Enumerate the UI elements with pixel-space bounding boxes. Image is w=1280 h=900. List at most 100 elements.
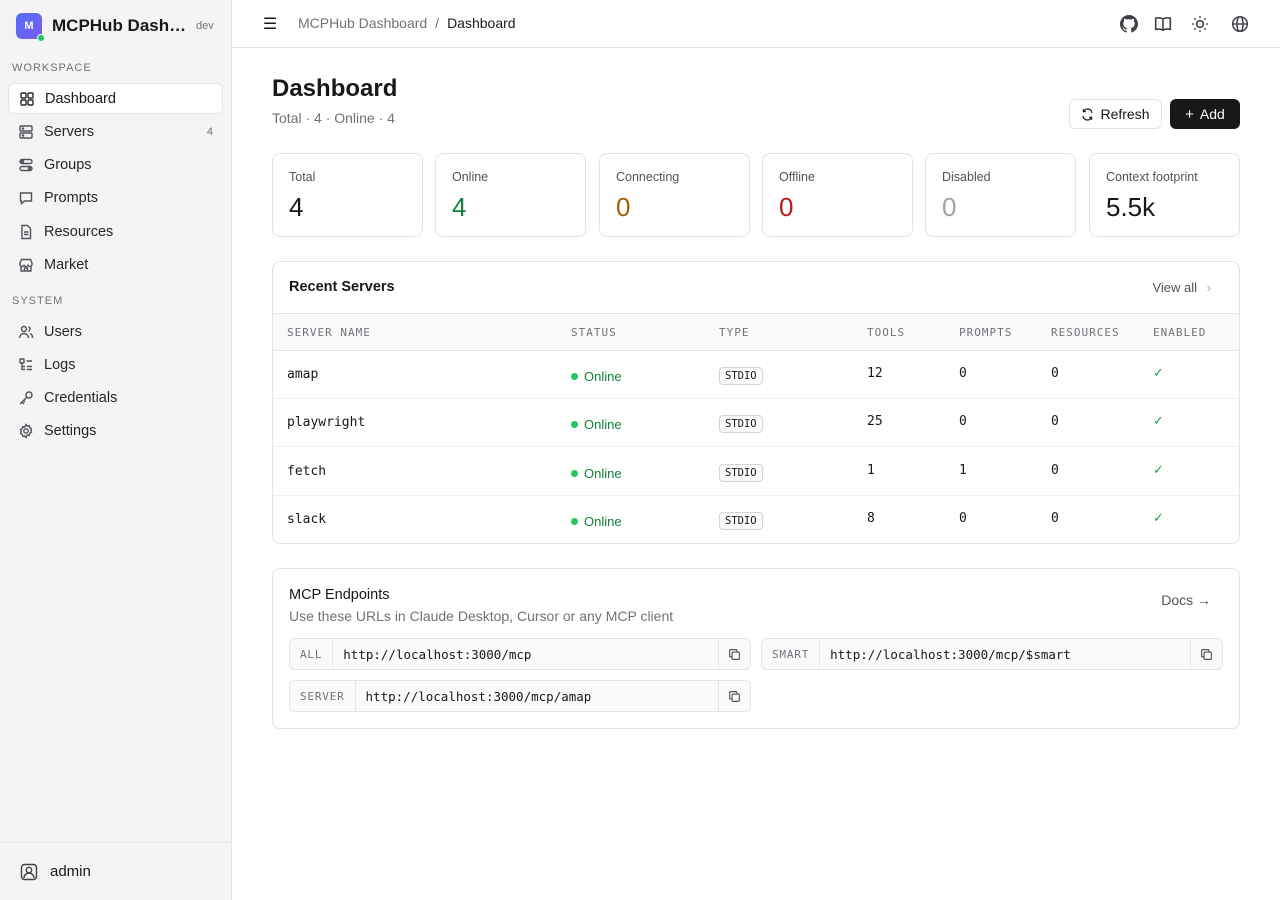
column-header[interactable]: TOOLS xyxy=(867,326,906,339)
status-dot xyxy=(571,470,578,477)
language-globe-icon[interactable] xyxy=(1230,14,1250,34)
sidebar-item-prompts[interactable]: Prompts xyxy=(8,182,223,213)
sidebar-item-resources[interactable]: Resources xyxy=(8,216,223,247)
chevron-right-icon: › xyxy=(1206,280,1211,295)
menu-toggle-icon[interactable]: ☰ xyxy=(262,16,278,33)
column-header[interactable]: RESOURCES xyxy=(1051,326,1120,339)
enabled-check-icon: ✓ xyxy=(1153,365,1164,380)
stat-value: 0 xyxy=(942,192,957,222)
online-dot xyxy=(37,34,45,42)
sidebar-item-users[interactable]: Users xyxy=(8,316,223,347)
type-tag: STDIO xyxy=(719,464,763,482)
add-label: Add xyxy=(1199,106,1225,122)
docs-link[interactable]: Docs → xyxy=(1161,592,1211,608)
recent-servers-title: Recent Servers xyxy=(289,279,395,295)
table-header: SERVER NAME STATUS TYPE TOOLS PROMPTS RE… xyxy=(273,313,1239,351)
endpoint-key: SMART xyxy=(762,639,821,669)
gear-icon xyxy=(19,422,33,439)
stat-label: Connecting xyxy=(616,170,680,184)
sidebar-item-groups[interactable]: Groups xyxy=(8,149,223,180)
sidebar-item-servers[interactable]: Servers 4 xyxy=(8,116,223,147)
sidebar-item-market[interactable]: Market xyxy=(8,249,223,280)
refresh-button[interactable]: Refresh xyxy=(1069,99,1162,129)
column-header[interactable]: STATUS xyxy=(571,326,617,339)
stat-label: Disabled xyxy=(942,170,991,184)
type-tag: STDIO xyxy=(719,415,763,433)
endpoint-server: SERVER http://localhost:3000/mcp/amap xyxy=(289,680,751,712)
type-tag: STDIO xyxy=(719,512,763,530)
resources-count: 0 xyxy=(1051,463,1059,478)
server-name[interactable]: amap xyxy=(287,367,319,382)
tools-count: 12 xyxy=(867,366,883,381)
sidebar-item-credentials[interactable]: Credentials xyxy=(8,382,223,413)
add-button[interactable]: + Add xyxy=(1170,99,1240,129)
view-all-label: View all xyxy=(1152,280,1198,295)
table-row[interactable]: playwright Online STDIO 25 0 0 ✓ xyxy=(273,399,1239,447)
recent-servers-card: Recent Servers View all › SERVER NAME ST… xyxy=(272,261,1240,544)
user-menu[interactable]: admin xyxy=(0,842,231,900)
column-header[interactable]: TYPE xyxy=(719,326,750,339)
sidebar-item-label: Settings xyxy=(44,422,97,439)
stat-label: Offline xyxy=(779,170,815,184)
resources-count: 0 xyxy=(1051,511,1059,526)
sidebar-item-label: Servers xyxy=(44,123,94,140)
table-row[interactable]: slack Online STDIO 8 0 0 ✓ xyxy=(273,496,1239,544)
server-name[interactable]: playwright xyxy=(287,415,366,430)
theme-sun-icon[interactable] xyxy=(1190,14,1210,34)
servers-count: 4 xyxy=(206,125,213,138)
enabled-check-icon: ✓ xyxy=(1153,462,1164,477)
endpoint-url[interactable]: http://localhost:3000/mcp/$smart xyxy=(820,639,1190,669)
sidebar-item-label: Logs xyxy=(44,356,76,373)
view-all-link[interactable]: View all › xyxy=(1152,280,1211,295)
column-header[interactable]: PROMPTS xyxy=(959,326,1013,339)
username: admin xyxy=(50,863,91,880)
endpoint-key: ALL xyxy=(290,639,334,669)
github-icon[interactable] xyxy=(1119,14,1139,34)
endpoint-smart: SMART http://localhost:3000/mcp/$smart xyxy=(761,638,1223,670)
endpoint-url[interactable]: http://localhost:3000/mcp xyxy=(333,639,718,669)
status-dot xyxy=(571,518,578,525)
sidebar-item-settings[interactable]: Settings xyxy=(8,415,223,446)
stat-value: 4 xyxy=(289,192,304,222)
server-name[interactable]: fetch xyxy=(287,464,327,479)
section-label-system: SYSTEM xyxy=(12,295,64,307)
stat-value: 0 xyxy=(779,192,794,222)
brand[interactable]: M MCPHub Dashboard dev xyxy=(16,12,226,42)
stat-value: 4 xyxy=(452,192,467,222)
table-row[interactable]: fetch Online STDIO 1 1 0 ✓ xyxy=(273,448,1239,496)
prompts-count: 0 xyxy=(959,511,967,526)
stat-card-online: Online 4 xyxy=(435,153,586,237)
plus-icon: + xyxy=(1185,105,1194,123)
brand-name: MCPHub Dashboard xyxy=(52,16,188,35)
server-name[interactable]: slack xyxy=(287,512,327,527)
stat-value: 0 xyxy=(616,192,631,222)
copy-button[interactable] xyxy=(718,639,750,669)
brand-logo: M xyxy=(16,13,45,42)
table-row[interactable]: amap Online STDIO 12 0 0 ✓ xyxy=(273,351,1239,399)
groups-icon xyxy=(19,158,33,171)
status-label: Online xyxy=(584,466,622,481)
refresh-icon xyxy=(1082,107,1094,121)
stat-label: Context footprint xyxy=(1106,170,1198,184)
column-header[interactable]: SERVER NAME xyxy=(287,326,371,339)
sidebar-item-logs[interactable]: Logs xyxy=(8,349,223,380)
tools-count: 8 xyxy=(867,511,875,526)
column-header[interactable]: ENABLED xyxy=(1153,326,1207,339)
user-icon xyxy=(20,863,38,880)
brand-initial: M xyxy=(24,20,34,32)
page-subtitle: Total · 4 · Online · 4 xyxy=(272,110,395,126)
users-icon xyxy=(18,325,34,338)
mcp-endpoints-card: MCP Endpoints Use these URLs in Claude D… xyxy=(272,568,1240,729)
breadcrumb-root[interactable]: MCPHub Dashboard xyxy=(298,15,428,31)
copy-icon xyxy=(729,690,740,702)
sidebar-item-dashboard[interactable]: Dashboard xyxy=(8,83,223,114)
file-icon xyxy=(21,224,32,239)
endpoint-url[interactable]: http://localhost:3000/mcp/amap xyxy=(355,681,718,711)
copy-button[interactable] xyxy=(1190,639,1222,669)
tools-count: 25 xyxy=(867,414,883,429)
sidebar-item-label: Groups xyxy=(44,156,92,173)
resources-count: 0 xyxy=(1051,366,1059,381)
chat-icon xyxy=(19,191,33,205)
docs-book-icon[interactable] xyxy=(1153,14,1173,34)
copy-button[interactable] xyxy=(718,681,750,711)
